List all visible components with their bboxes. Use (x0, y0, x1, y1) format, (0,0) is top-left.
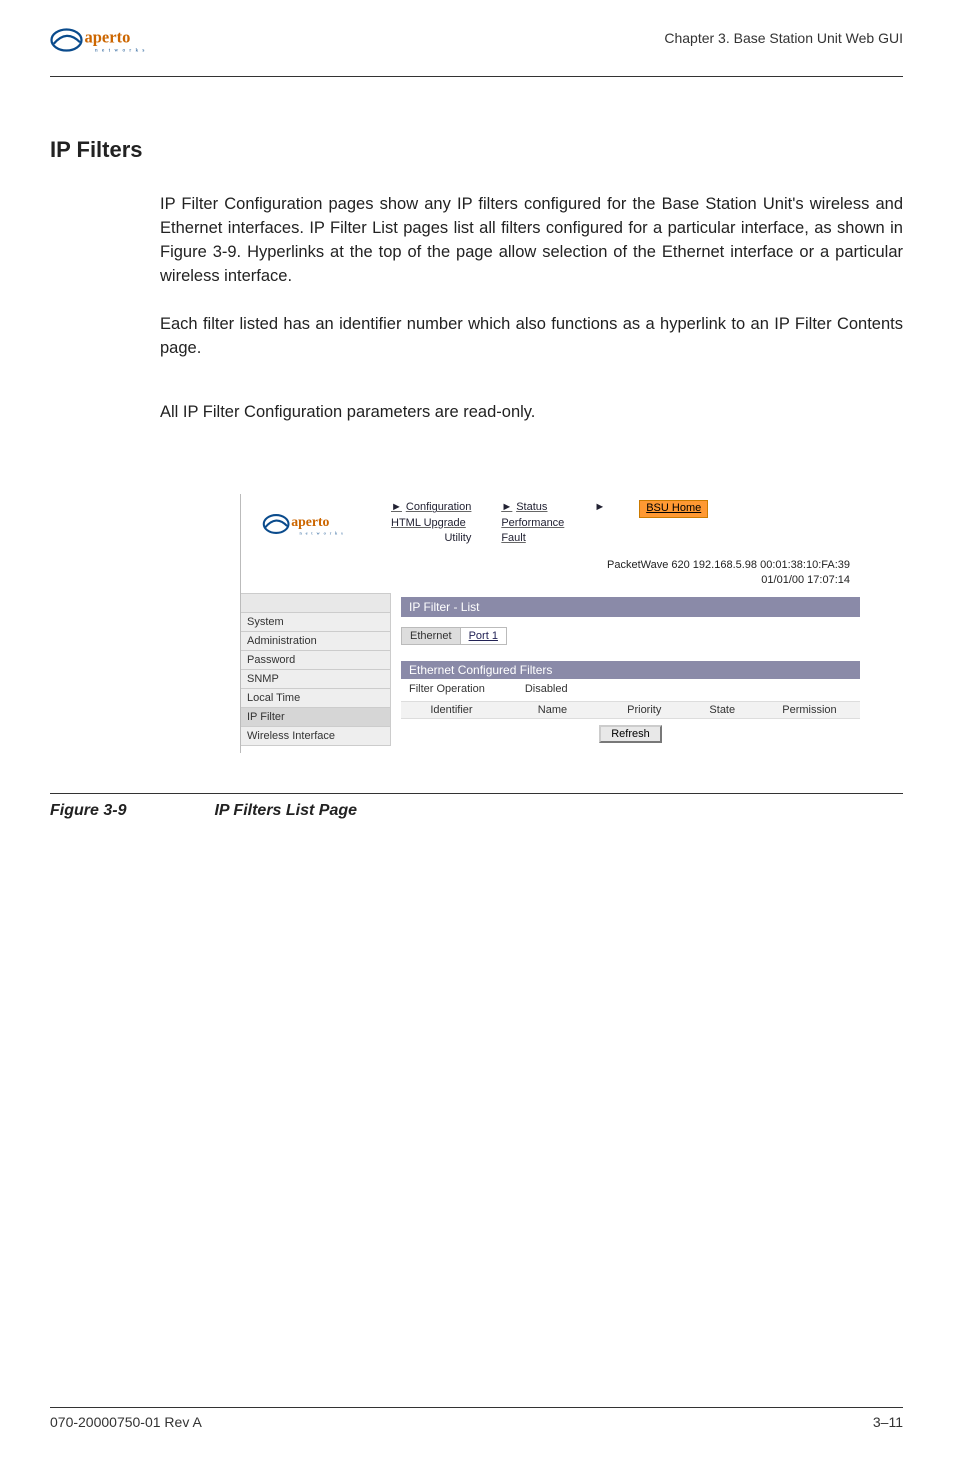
figure-rule (50, 793, 903, 794)
col-state: State (686, 702, 759, 718)
topnav-col-3: ► (594, 500, 609, 515)
filter-operation-row: Filter Operation Disabled (401, 679, 860, 699)
section-title: IP Filters (50, 137, 903, 163)
body-text: IP Filter Configuration pages show any I… (160, 193, 903, 424)
svg-text:aperto: aperto (291, 515, 329, 530)
filter-op-value: Disabled (525, 683, 568, 695)
refresh-button[interactable]: Refresh (599, 725, 662, 743)
page-header: aperto n e t w o r k s Chapter 3. Base S… (50, 20, 903, 70)
webgui-main: System Administration Password SNMP Loca… (241, 593, 860, 753)
webgui-topnav: ►Configuration HTML Upgrade Utility ►Sta… (391, 494, 860, 554)
nav-utility[interactable]: Utility (391, 531, 471, 546)
brand-logo: aperto n e t w o r k s (50, 20, 170, 60)
nav-status[interactable]: ►Status (501, 500, 564, 515)
meta-line-1: PacketWave 620 192.168.5.98 00:01:38:10:… (241, 558, 850, 572)
page-footer: 070-20000750-01 Rev A 3–11 (50, 1407, 903, 1430)
table-header: Identifier Name Priority State Permissio… (401, 701, 860, 719)
sidebar-item-system[interactable]: System (241, 613, 391, 632)
refresh-row: Refresh (401, 719, 860, 753)
filter-op-label: Filter Operation (409, 683, 485, 695)
sidebar-header (241, 593, 391, 613)
meta-line-2: 01/01/00 17:07:14 (241, 573, 850, 587)
footer-pagenum: 3–11 (873, 1414, 903, 1430)
para-3: All IP Filter Configuration parameters a… (160, 401, 903, 425)
interface-tabs: Ethernet Port 1 (401, 627, 507, 645)
section-ip-filters: IP Filters IP Filter Configuration pages… (50, 137, 903, 424)
sidebar: System Administration Password SNMP Loca… (241, 593, 391, 753)
sidebar-item-snmp[interactable]: SNMP (241, 670, 391, 689)
webgui-topbar: aperto n e t w o r k s ►Configuration HT… (241, 494, 860, 554)
svg-text:n e t w o r k s: n e t w o r k s (300, 531, 345, 536)
col-priority: Priority (603, 702, 686, 718)
content-panel: IP Filter - List Ethernet Port 1 Etherne… (391, 593, 860, 753)
header-rule (50, 76, 903, 77)
figure-number: Figure 3-9 (50, 802, 210, 820)
para-2: Each filter listed has an identifier num… (160, 313, 903, 361)
aperto-logo-icon: aperto n e t w o r k s (50, 20, 170, 60)
filters-table: Identifier Name Priority State Permissio… (401, 701, 860, 719)
bsu-home-button[interactable]: BSU Home (639, 500, 708, 518)
logo-text: aperto (85, 27, 131, 46)
bsu-home-wrap: BSU Home (639, 500, 708, 518)
figure-title: IP Filters List Page (214, 802, 357, 819)
sub-panel-title: Ethernet Configured Filters (401, 661, 860, 679)
col-identifier: Identifier (401, 702, 502, 718)
nav-html-upgrade[interactable]: HTML Upgrade (391, 516, 471, 531)
tab-port1[interactable]: Port 1 (461, 628, 506, 644)
sidebar-item-password[interactable]: Password (241, 651, 391, 670)
col-name: Name (502, 702, 603, 718)
nav-configuration[interactable]: ►Configuration (391, 500, 471, 515)
topnav-col-2: ►Status Performance Fault (501, 500, 564, 546)
webgui-window: aperto n e t w o r k s ►Configuration HT… (240, 494, 860, 753)
embedded-screenshot: aperto n e t w o r k s ►Configuration HT… (240, 494, 860, 753)
panel-title: IP Filter - List (401, 597, 860, 617)
figure-caption: Figure 3-9 IP Filters List Page (50, 802, 903, 820)
sidebar-item-ip-filter[interactable]: IP Filter (241, 708, 391, 727)
nav-fault[interactable]: Fault (501, 531, 564, 546)
sidebar-item-local-time[interactable]: Local Time (241, 689, 391, 708)
col-permission: Permission (759, 702, 860, 718)
footer-docid: 070-20000750-01 Rev A (50, 1414, 202, 1430)
sidebar-item-wireless-interface[interactable]: Wireless Interface (241, 727, 391, 746)
topnav-col-1: ►Configuration HTML Upgrade Utility (391, 500, 471, 546)
para-1: IP Filter Configuration pages show any I… (160, 193, 903, 289)
device-meta: PacketWave 620 192.168.5.98 00:01:38:10:… (241, 554, 860, 593)
tab-ethernet[interactable]: Ethernet (402, 628, 461, 644)
logo-sub: n e t w o r k s (95, 47, 146, 53)
webgui-logo: aperto n e t w o r k s (241, 494, 391, 554)
nav-performance[interactable]: Performance (501, 516, 564, 531)
sidebar-item-administration[interactable]: Administration (241, 632, 391, 651)
chapter-label: Chapter 3. Base Station Unit Web GUI (664, 30, 903, 46)
